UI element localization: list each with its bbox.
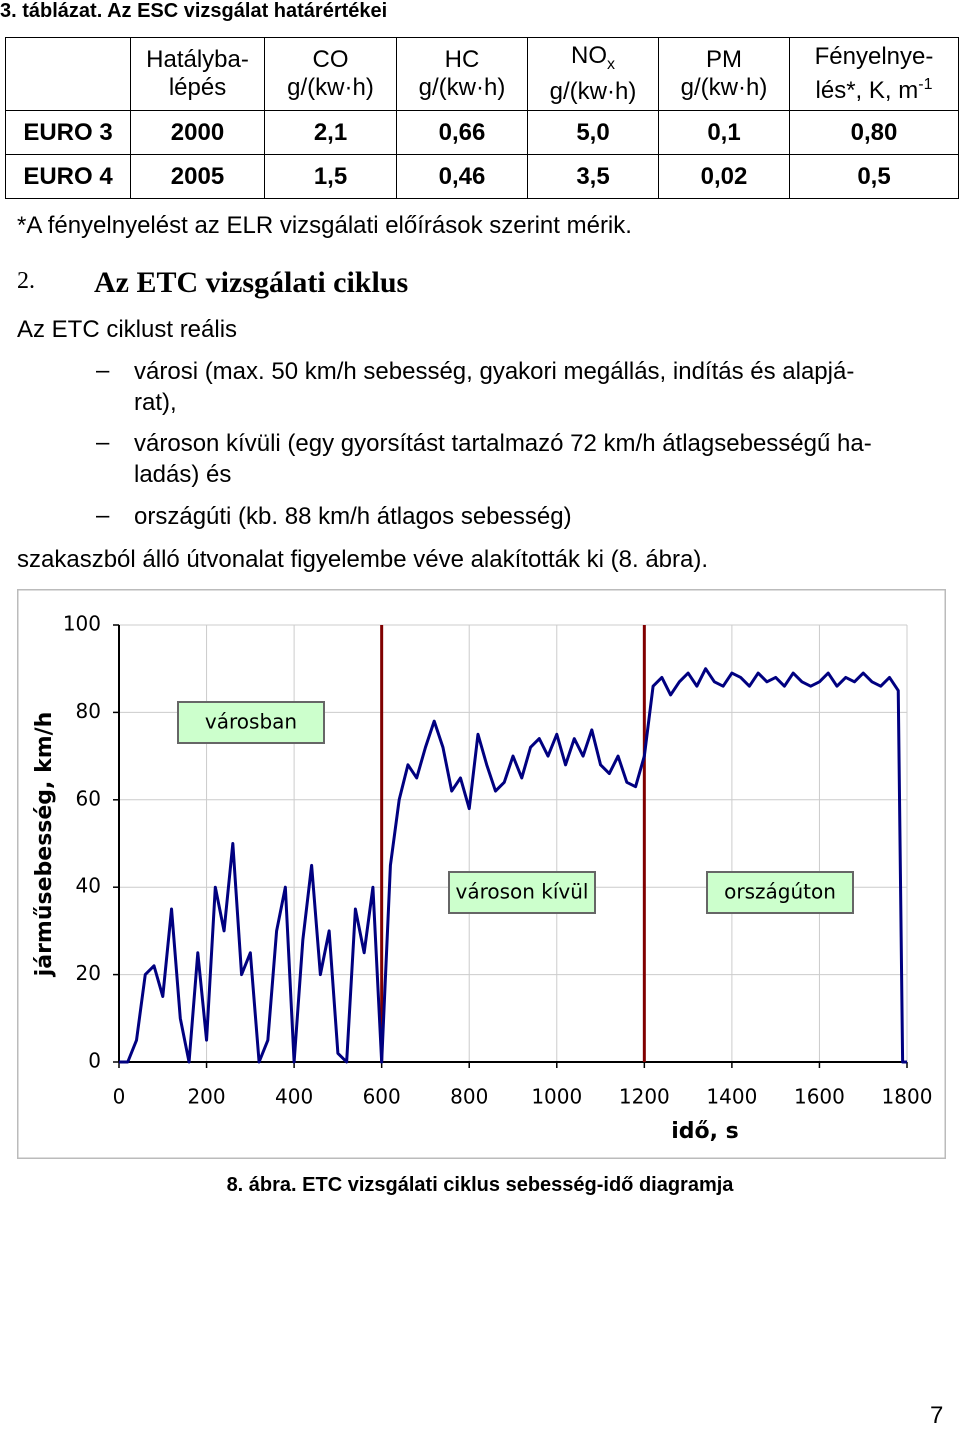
bullet: – [96,502,110,529]
paragraph: szakaszból álló útvonalat figyelembe vév… [17,546,709,573]
list-line: városon kívüli (egy gyorsítást tartalmaz… [134,430,872,457]
header-row: Hatályba-lépés CO g/(kw·h) HC g/(kw·h) NOx… [5,37,959,111]
y-tick-label: 80 [76,699,101,723]
annotation-box [706,871,854,914]
text: lépés [168,74,227,101]
y-tick-label: 0 [88,1049,101,1073]
chart: járműsebesség, km/h idő, s 0204060801000… [17,589,946,1159]
cell: 0,1 [658,110,790,155]
cell: 0,66 [396,110,528,155]
y-tick-label: 60 [76,786,101,810]
cell: 0,46 [396,154,528,199]
text: g/(kw·h) [549,78,637,106]
x-tick-label: 1400 [706,1085,757,1109]
annotation: országúton [724,880,836,904]
cell: 2005 [130,154,265,199]
table-title: 3. táblázat. Az ESC vizsgálat határérték… [0,0,388,22]
y-tick-label: 20 [76,961,101,985]
text: g/(kw·h) [680,74,768,101]
list-line: országúti (kb. 88 km/h átlagos sebesség) [134,503,572,530]
cell: 3,5 [527,154,659,199]
header-cell: HC g/(kw·h) [396,37,528,111]
cell: 5,0 [527,110,659,155]
cell: 0,5 [789,154,959,199]
annotation-box [177,701,325,744]
x-tick-label: 400 [275,1085,313,1109]
cell: 0,02 [658,154,790,199]
x-tick-label: 800 [450,1085,488,1109]
cell: 2000 [130,110,265,155]
header-cell: NOx g/(kw·h) [527,37,659,111]
y-tick-label: 100 [63,612,101,636]
cell: 1,5 [264,154,397,199]
bullet: – [96,429,110,456]
text: HC [444,46,480,73]
x-tick-label: 0 [113,1085,126,1109]
subscript: x [607,55,615,73]
x-tick-label: 1600 [794,1085,845,1109]
cell: EURO 3 [5,110,131,155]
annotation: városban [205,710,297,734]
x-tick-label: 1200 [619,1085,670,1109]
bullet: – [96,357,110,384]
text: NO [571,41,607,69]
list-line: rat), [134,389,177,416]
text: g/(kw·h) [287,74,374,101]
header-cell: Hatályba-lépés [130,37,265,111]
x-tick-label: 600 [363,1085,401,1109]
header-cell: PM g/(kw·h) [658,37,790,111]
footnote: *A fényelnyelést az ELR vizsgálati előír… [17,212,632,239]
x-tick-label: 1000 [531,1085,582,1109]
y-axis-label: járműsebesség, km/h [32,712,57,978]
x-axis-label: idő, s [671,1119,739,1144]
cell [5,37,131,111]
list-line: ladás) és [134,461,232,488]
text: PM [706,46,742,73]
cell: EURO 4 [5,154,131,199]
y-tick-label: 40 [76,874,101,898]
cell: 0,80 [789,110,959,155]
section-number: 2. [17,268,35,294]
text: lés*, K, m [815,77,919,104]
paragraph: Az ETC ciklust reális [17,316,238,343]
text: Hatályba- [146,46,249,73]
row: EURO 4 2005 1,5 0,46 3,5 0,02 0,5 [5,154,959,199]
x-tick-label: 1800 [882,1085,933,1109]
annotation-box [448,871,596,914]
cell: 2,1 [264,110,397,155]
superscript: -1 [918,76,933,93]
header-cell: Fényelnye-lés*, K, m-1 [789,37,959,111]
text: CO [312,46,349,73]
list-line: városi (max. 50 km/h sebesség, gyakori m… [134,358,855,385]
header-cell: CO g/(kw·h) [264,37,397,111]
annotation: városon kívül [455,880,588,904]
page-number: 7 [930,1402,944,1429]
section-title: Az ETC vizsgálati ciklus [94,266,409,299]
x-tick-label: 200 [187,1085,225,1109]
row: EURO 3 2000 2,1 0,66 5,0 0,1 0,80 [5,110,959,155]
text: Fényelnye- [814,43,934,70]
limits-table: Hatályba-lépés CO g/(kw·h) HC g/(kw·h) NOx… [5,37,959,199]
text: g/(kw·h) [418,74,506,101]
figure-caption: 8. ábra. ETC vizsgálati ciklus sebesség-… [226,1174,734,1196]
speed-line [119,667,907,1064]
